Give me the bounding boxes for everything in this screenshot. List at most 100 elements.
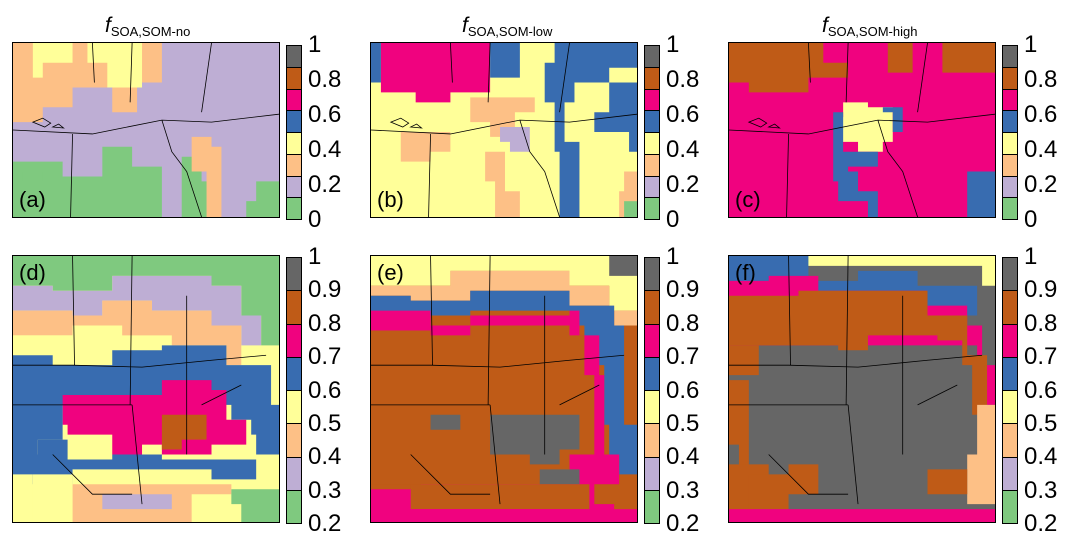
colorbar-tick-label: 0.7: [666, 343, 700, 371]
colorbar-tick-label: 0.6: [666, 101, 700, 128]
colorbar-bin-gray: [645, 258, 659, 291]
panel-label-c: (c): [735, 187, 761, 212]
map-panel-e: (e): [370, 255, 638, 523]
colorbar-bin-brown: [645, 66, 659, 89]
panel-label-e: (e): [377, 260, 404, 285]
colorbar-c: [1002, 45, 1018, 220]
colorbar-tick-label: 0.6: [308, 101, 342, 128]
colorbar-tick-label: 0.5: [666, 409, 700, 437]
panel-label-d: (d): [19, 260, 46, 285]
colorbar-bin-magenta: [645, 323, 659, 357]
colorbar-tick-label: 1: [308, 31, 322, 58]
colorbar-bin-brown: [1003, 290, 1017, 324]
colorbar-tick-label: 0.3: [308, 476, 342, 504]
colorbar-bin-lavender: [645, 456, 659, 490]
map-panel-c: (c): [728, 42, 996, 218]
colorbar-bin-blue: [287, 110, 301, 132]
colorbar-bin-yellow: [645, 390, 659, 424]
colorbar-bin-magenta: [1003, 88, 1017, 111]
colorbar-bin-yellow: [1003, 390, 1017, 424]
colorbar-tick-label: 0.8: [666, 66, 700, 93]
colorbar-bin-orange: [645, 153, 659, 176]
colorbar-bin-blue: [1003, 110, 1017, 132]
colorbar-bin-green: [645, 197, 659, 219]
map-d-field: [13, 256, 279, 522]
colorbar-bin-gray: [1003, 258, 1017, 291]
colorbar-bin-gray: [287, 258, 301, 291]
colorbar-bin-yellow: [287, 390, 301, 424]
colorbar-bin-blue: [287, 356, 301, 390]
colorbar-tick-label: 0.4: [1024, 136, 1058, 163]
colorbar-d: [286, 257, 302, 524]
colorbar-bin-lavender: [645, 175, 659, 198]
map-panel-a: (a): [12, 42, 280, 218]
map-c-field: [729, 43, 995, 217]
title-som-no: fSOA,SOM-no: [105, 14, 191, 39]
colorbar-tick-label: 0.8: [1024, 309, 1058, 337]
map-panel-f: (f): [728, 255, 996, 523]
colorbar-bin-orange: [287, 153, 301, 176]
colorbar-bin-brown: [287, 66, 301, 89]
map-f-field: [729, 256, 995, 522]
colorbar-tick-label: 0.2: [308, 171, 342, 198]
colorbar-tick-label: 0.3: [1024, 476, 1058, 504]
colorbar-bin-gray: [287, 46, 301, 67]
colorbar-tick-label: 0.6: [308, 376, 342, 404]
colorbar-tick-label: 0.3: [666, 476, 700, 504]
colorbar-tick-label: 0.8: [308, 309, 342, 337]
colorbar-tick-label: 1: [1024, 243, 1038, 270]
colorbar-tick-label: 0.7: [1024, 343, 1058, 371]
colorbar-bin-orange: [1003, 153, 1017, 176]
colorbar-tick-label: 1: [1024, 31, 1038, 58]
colorbar-tick-label: 0.8: [1024, 66, 1058, 93]
colorbar-bin-gray: [645, 46, 659, 67]
colorbar-tick-label: 1: [666, 31, 680, 58]
colorbar-bin-blue: [645, 110, 659, 132]
colorbar-tick-label: 0.4: [308, 443, 342, 471]
colorbar-tick-label: 0.8: [308, 66, 342, 93]
colorbar-bin-brown: [645, 290, 659, 324]
colorbar-tick-label: 0.6: [1024, 101, 1058, 128]
colorbar-bin-orange: [1003, 423, 1017, 457]
colorbar-bin-orange: [287, 423, 301, 457]
colorbar-tick-label: 0: [308, 206, 322, 233]
colorbar-tick-label: 0.2: [666, 510, 700, 537]
colorbar-bin-green: [1003, 489, 1017, 523]
panel-label-b: (b): [377, 187, 404, 212]
colorbar-b: [644, 45, 660, 220]
colorbar-tick-label: 0.6: [1024, 376, 1058, 404]
colorbar-tick-label: 0.9: [308, 276, 342, 304]
colorbar-tick-label: 0.2: [1024, 171, 1058, 198]
colorbar-tick-label: 0.5: [1024, 409, 1058, 437]
colorbar-tick-label: 0.9: [666, 276, 700, 304]
map-panel-b: (b): [370, 42, 638, 218]
colorbar-bin-green: [645, 489, 659, 523]
colorbar-tick-label: 1: [308, 243, 322, 270]
title-som-high: fSOA,SOM-high: [822, 14, 918, 39]
title-som-low: fSOA,SOM-low: [462, 14, 553, 39]
map-a-field: [13, 43, 279, 217]
colorbar-tick-label: 0.4: [1024, 443, 1058, 471]
colorbar-bin-magenta: [287, 88, 301, 111]
panel-label-a: (a): [19, 187, 46, 212]
colorbar-bin-yellow: [1003, 132, 1017, 154]
colorbar-bin-lavender: [1003, 456, 1017, 490]
colorbar-tick-label: 0.2: [308, 510, 342, 537]
colorbar-bin-blue: [1003, 356, 1017, 390]
panel-label-f: (f): [735, 260, 756, 285]
colorbar-tick-label: 1: [666, 243, 680, 270]
colorbar-tick-label: 0.8: [666, 309, 700, 337]
colorbar-bin-magenta: [287, 323, 301, 357]
map-e-field: [371, 256, 637, 522]
colorbar-f: [1002, 257, 1018, 524]
colorbar-bin-blue: [645, 356, 659, 390]
colorbar-e: [644, 257, 660, 524]
colorbar-tick-label: 0.4: [666, 443, 700, 471]
colorbar-bin-yellow: [645, 132, 659, 154]
colorbar-tick-label: 0.5: [308, 409, 342, 437]
colorbar-tick-label: 0.4: [666, 136, 700, 163]
colorbar-a: [286, 45, 302, 220]
colorbar-tick-label: 0.9: [1024, 276, 1058, 304]
colorbar-tick-label: 0.4: [308, 136, 342, 163]
map-b-field: [371, 43, 637, 217]
